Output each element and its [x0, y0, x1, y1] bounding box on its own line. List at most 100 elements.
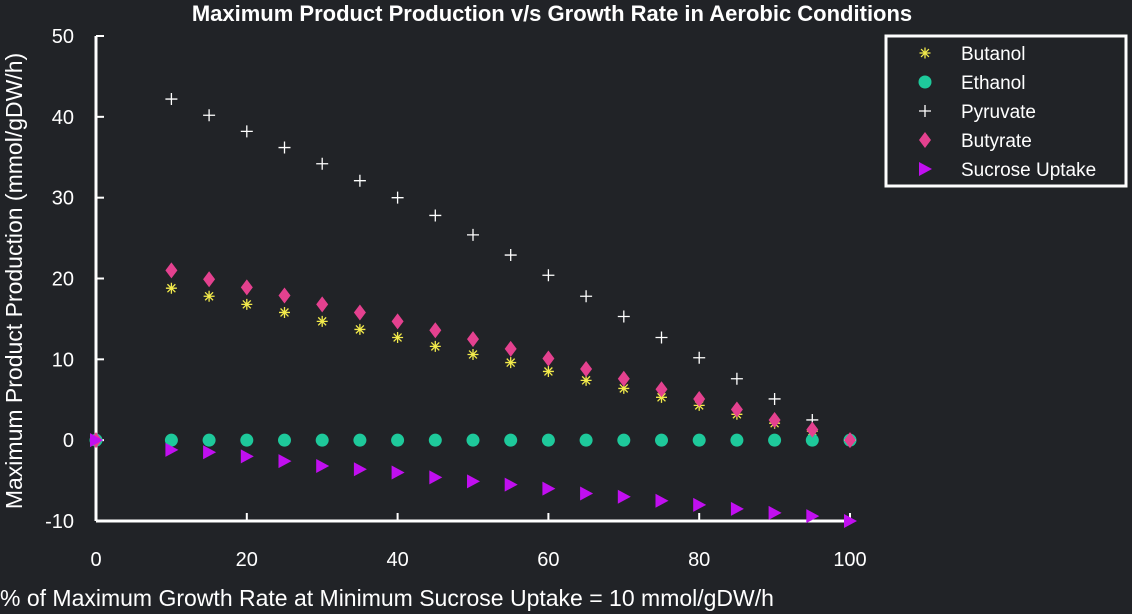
data-point: [617, 370, 630, 387]
data-point: [730, 372, 743, 385]
data-point: [316, 296, 329, 313]
data-point: [316, 315, 328, 327]
data-point: [617, 433, 631, 447]
data-point: [693, 497, 707, 512]
data-point: [542, 365, 554, 377]
data-point: [579, 433, 593, 447]
data-point: [467, 348, 479, 360]
y-tick-label: 50: [52, 26, 74, 48]
data-point: [844, 432, 856, 449]
data-point: [165, 442, 179, 457]
legend-label-butyrate: Butyrate: [961, 131, 1032, 152]
y-tick-label: 40: [52, 107, 74, 129]
series-ethanol: [89, 433, 857, 447]
x-tick-label: 20: [236, 549, 258, 571]
data-point: [278, 433, 291, 447]
legend-label-butanol: Butanol: [961, 44, 1025, 65]
x-tick-label: 0: [90, 549, 101, 571]
data-point: [316, 459, 330, 474]
data-point: [164, 433, 178, 447]
data-point: [693, 351, 706, 364]
data-point: [467, 228, 479, 241]
ticks: 0 20 40 60 80 100 -10 0 10 20 30 40 50: [45, 26, 867, 571]
data-point: [768, 433, 782, 447]
legend-label-ethanol: Ethanol: [961, 73, 1025, 94]
data-point: [504, 477, 518, 492]
data-point: [467, 331, 479, 348]
data-point: [429, 209, 442, 222]
data-point: [768, 505, 782, 520]
data-point: [278, 454, 292, 469]
data-point: [693, 390, 706, 407]
data-point: [655, 433, 668, 447]
chart-title: Maximum Product Production v/s Growth Ra…: [192, 1, 912, 26]
data-point: [240, 449, 254, 464]
data-point: [315, 433, 329, 447]
y-tick-label: 20: [52, 269, 74, 291]
data-point: [278, 141, 291, 154]
data-point: [655, 381, 668, 398]
data-point: [730, 433, 744, 447]
data-point: [542, 269, 555, 282]
series-butanol: [90, 282, 856, 446]
data-point: [203, 271, 216, 288]
legend: Butanol Ethanol Pyruvate Butyrate Sucrose Up…: [884, 34, 1128, 188]
data-point: [353, 433, 367, 447]
x-tick-label: 100: [833, 549, 866, 571]
x-tick-label: 40: [386, 549, 408, 571]
data-point: [580, 290, 593, 303]
data-point: [203, 109, 216, 122]
data-point: [428, 433, 442, 447]
legend-marker-butyrate: [919, 132, 931, 148]
data-point: [655, 493, 669, 508]
y-tick-label: 10: [52, 349, 74, 371]
data-point: [580, 486, 594, 501]
data-point: [617, 489, 631, 504]
data-point: [165, 282, 177, 294]
data-point: [467, 474, 480, 489]
data-point: [316, 157, 329, 170]
y-tick-label: 0: [63, 430, 74, 452]
data-point: [391, 465, 405, 480]
data-point: [392, 332, 404, 344]
data-point: [844, 514, 857, 528]
data-point: [580, 374, 592, 386]
data-point: [656, 391, 667, 403]
data-point: [504, 340, 517, 357]
data-point: [504, 249, 517, 262]
data-point: [542, 481, 556, 496]
data-point: [805, 433, 819, 447]
data-point: [90, 433, 103, 448]
data-point: [165, 93, 178, 106]
data-point: [240, 125, 253, 138]
data-point: [353, 174, 366, 187]
legend-marker-ethanol: [918, 75, 932, 89]
data-point: [429, 340, 441, 352]
data-point: [241, 298, 253, 310]
data-point: [542, 350, 555, 367]
data-point: [240, 279, 253, 296]
data-point: [618, 382, 630, 394]
data-point: [353, 462, 367, 477]
data-point: [768, 411, 781, 428]
y-tick-label: 30: [52, 188, 74, 210]
data-point: [429, 322, 442, 339]
plot-area: [89, 93, 857, 528]
data-point: [391, 191, 404, 204]
data-point: [278, 287, 291, 304]
data-point: [768, 392, 781, 405]
data-point: [692, 433, 706, 447]
data-point: [617, 310, 630, 323]
data-point: [541, 433, 555, 447]
data-point: [504, 433, 518, 447]
series-pyruvate: [90, 93, 856, 447]
data-point: [391, 313, 404, 330]
data-point: [203, 290, 215, 302]
data-point: [354, 323, 366, 335]
data-point: [806, 509, 820, 524]
data-point: [202, 433, 216, 447]
data-point: [655, 331, 668, 344]
legend-marker-pyruvate: [919, 105, 931, 117]
legend-marker-sucrose-uptake: [919, 162, 932, 176]
